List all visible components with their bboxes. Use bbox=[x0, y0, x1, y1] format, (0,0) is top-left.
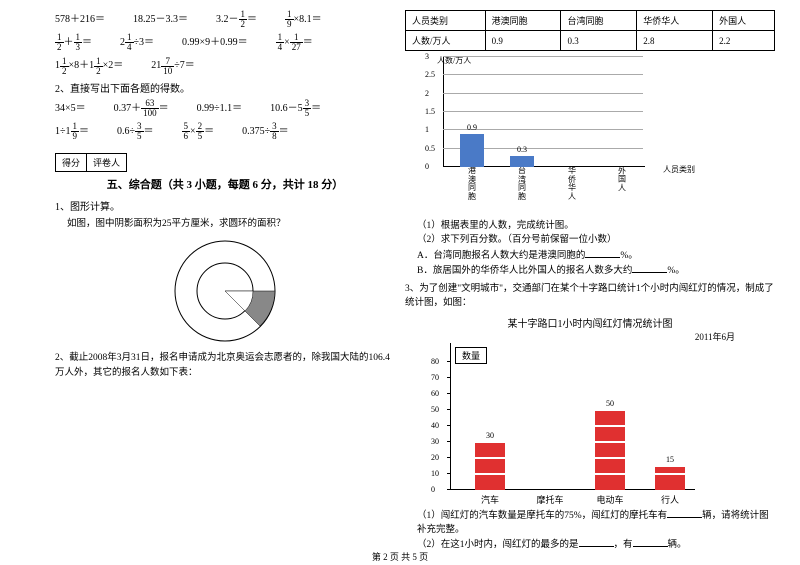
math-row-5: 1÷119＝ 0.6÷35＝ 56×25＝ 0.375÷38＝ bbox=[55, 122, 395, 141]
q3-1: （1）闯红灯的汽车数量是摩托车的75%，闯红灯的摩托车有辆，请将统计图补充完整。 bbox=[405, 508, 775, 538]
th: 华侨华人 bbox=[637, 11, 713, 31]
q2-B: B．旅居国外的华侨华人比外国人的报名人数多大约%。 bbox=[405, 263, 775, 278]
th: 港澳同胞 bbox=[485, 11, 561, 31]
y-axis bbox=[450, 343, 451, 490]
chart2-box: 数量 bbox=[455, 347, 487, 364]
expr: 578＋216＝ bbox=[55, 10, 105, 29]
td: 0.3 bbox=[561, 31, 637, 51]
table-row: 人员类别 港澳同胞 台湾同胞 华侨华人 外国人 bbox=[406, 11, 775, 31]
q1-text: 如图，图中阴影面积为25平方厘米，求圆环的面积？ bbox=[55, 217, 395, 231]
chart-traffic: 数量 80706050403020100 汽车30摩托车电动车50行人15 bbox=[425, 343, 725, 508]
math-row-3: 112×8＋112×2＝ 21710÷7＝ bbox=[55, 56, 395, 75]
expr: 1÷119＝ bbox=[55, 122, 89, 141]
table-row: 人数/万人 0.9 0.3 2.8 2.2 bbox=[406, 31, 775, 51]
math-row-4: 34×5＝ 0.37＋63100＝ 0.99÷1.1＝ 10.6－535＝ bbox=[55, 99, 395, 118]
expr: 214÷3＝ bbox=[120, 33, 154, 52]
score-label: 得分 bbox=[56, 154, 87, 171]
q2-2: （2）求下列百分数。（百分号前保留一位小数） bbox=[405, 233, 775, 247]
q2-text: 2、截止2008年3月31日，报名申请成为北京奥运会志愿者的，除我国大陆的106… bbox=[55, 351, 395, 380]
q3-label: 3、为了创建"文明城市"，交通部门在某个十字路口统计1个小时内闯红灯的情况，制成… bbox=[405, 282, 775, 311]
expr: 0.37＋63100＝ bbox=[114, 99, 169, 118]
expr: 0.375÷38＝ bbox=[242, 122, 289, 141]
th: 台湾同胞 bbox=[561, 11, 637, 31]
expr: 0.99÷1.1＝ bbox=[197, 99, 243, 118]
expr: 18.25－3.3＝ bbox=[133, 10, 188, 29]
expr: 14×127＝ bbox=[276, 33, 313, 52]
expr: 56×25＝ bbox=[182, 122, 215, 141]
q2-label: 2、直接写出下面各题的得数。 bbox=[55, 80, 395, 95]
section-5-title: 五、综合题（共 3 小题，每题 6 分，共计 18 分） bbox=[55, 176, 395, 192]
expr: 0.99×9＋0.99＝ bbox=[182, 33, 248, 52]
expr: 21710÷7＝ bbox=[151, 56, 195, 75]
chart2-date: 2011年6月 bbox=[405, 330, 735, 343]
ring-figure bbox=[170, 236, 280, 346]
expr: 112×8＋112×2＝ bbox=[55, 56, 123, 75]
th: 人员类别 bbox=[406, 11, 486, 31]
q1-label: 1、图形计算。 bbox=[55, 198, 395, 213]
td: 人数/万人 bbox=[406, 31, 486, 51]
q2-1: （1）根据表里的人数，完成统计图。 bbox=[405, 219, 775, 233]
td: 2.2 bbox=[713, 31, 775, 51]
q2-A: A．台湾同胞报名人数大约是港澳同胞的%。 bbox=[405, 248, 775, 263]
math-row-1: 578＋216＝ 18.25－3.3＝ 3.2－12＝ 19×8.1＝ bbox=[55, 10, 395, 29]
x-axis-title: 人员类别 bbox=[663, 164, 695, 175]
expr: 3.2－12＝ bbox=[216, 10, 257, 29]
chart-volunteers: 人数/万人 人员类别 32.521.510.50 港澳同胞台湾同胞华侨华人外国人… bbox=[425, 57, 705, 187]
expr: 0.6÷35＝ bbox=[117, 122, 154, 141]
th: 外国人 bbox=[713, 11, 775, 31]
score-box: 得分 评卷人 bbox=[55, 153, 127, 172]
td: 0.9 bbox=[485, 31, 561, 51]
grader-label: 评卷人 bbox=[87, 154, 126, 171]
expr: 10.6－535＝ bbox=[270, 99, 321, 118]
chart2-title: 某十字路口1小时内闯红灯情况统计图 bbox=[405, 315, 775, 330]
expr: 12＋13＝ bbox=[55, 33, 92, 52]
page-footer: 第 2 页 共 5 页 bbox=[0, 550, 800, 563]
math-row-2: 12＋13＝ 214÷3＝ 0.99×9＋0.99＝ 14×127＝ bbox=[55, 33, 395, 52]
expr: 19×8.1＝ bbox=[285, 10, 322, 29]
volunteer-table: 人员类别 港澳同胞 台湾同胞 华侨华人 外国人 人数/万人 0.9 0.3 2.… bbox=[405, 10, 775, 51]
td: 2.8 bbox=[637, 31, 713, 51]
expr: 34×5＝ bbox=[55, 99, 86, 118]
